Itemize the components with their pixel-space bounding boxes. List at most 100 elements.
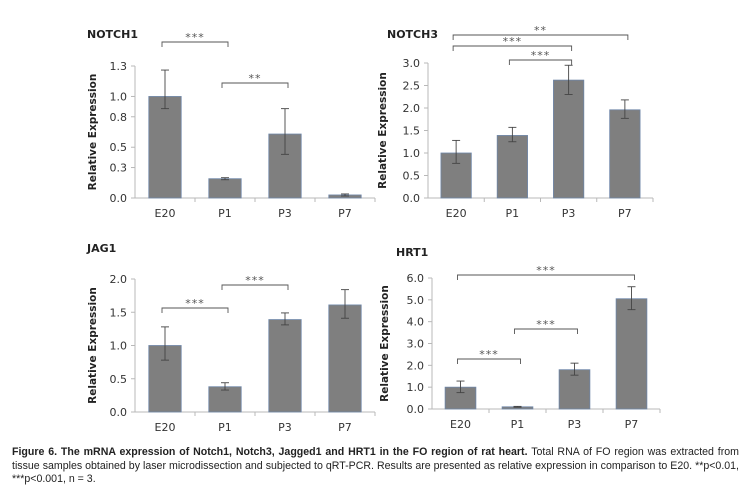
bar-p7 — [615, 298, 648, 410]
chart-title: HRT1 — [396, 246, 428, 259]
significance-bracket: *** — [161, 297, 229, 313]
bar-p3 — [553, 79, 585, 199]
error-bar-p7 — [620, 99, 629, 119]
bracket-line — [508, 59, 573, 65]
chart-panel-jag1: JAG1 Relative Expression 0.0 0.5 1.0 1.5 2.0 E2… — [86, 242, 376, 434]
bar-p1 — [208, 386, 242, 413]
y-tick-label: 3.0 — [403, 57, 421, 70]
y-tick-label: 1.0 — [407, 381, 425, 394]
error-bar-e20 — [161, 69, 169, 110]
bracket-line — [514, 328, 578, 334]
error-bar-p1 — [508, 126, 517, 143]
y-tick-label: 2.0 — [403, 102, 421, 115]
y-tick-label: 0.0 — [403, 192, 421, 205]
significance-bracket: *** — [457, 348, 521, 364]
figure-caption: Figure 6. The mRNA expression of Notch1,… — [12, 446, 739, 487]
bar-p1 — [208, 178, 242, 199]
y-tick-label: 0.0 — [407, 403, 425, 416]
error-bar-p1 — [513, 405, 522, 408]
caption-title: Figure 6. The mRNA expression of Notch1,… — [12, 446, 528, 458]
y-tick-label: 0.5 — [110, 373, 128, 386]
error-bar-p1 — [221, 382, 229, 391]
significance-bracket: *** — [161, 31, 229, 47]
significance-label: ** — [534, 24, 547, 37]
significance-label: *** — [536, 318, 556, 331]
y-tick-label: 0.0 — [110, 406, 128, 419]
significance-bracket: *** — [457, 264, 635, 280]
chart-panel-notch3: NOTCH3 Relative Expression 0.0 0.5 1.0 1.5 2.0… — [377, 24, 654, 220]
x-tick-label: P7 — [625, 418, 639, 431]
bar-e20 — [148, 96, 182, 199]
error-bar-p3 — [281, 312, 289, 326]
y-tick-label: 0.0 — [110, 192, 128, 205]
significance-label: *** — [245, 274, 265, 287]
significance-bracket: *** — [221, 274, 289, 290]
error-bar-e20 — [161, 326, 169, 361]
bar-p1 — [496, 135, 528, 199]
x-tick-label: P7 — [338, 207, 352, 220]
y-tick-label: 6.0 — [407, 272, 425, 285]
significance-label: *** — [185, 31, 205, 44]
x-tick-label: P3 — [278, 207, 292, 220]
x-tick-label: E20 — [446, 207, 467, 220]
error-bar-p3 — [281, 108, 289, 155]
figure: NOTCH1 Relative Expression 0.0 0.3 0.5 0.8 1.0… — [86, 24, 661, 434]
y-tick-label: 0.8 — [110, 111, 128, 124]
y-tick-label: 0.5 — [110, 141, 128, 154]
bracket-line — [221, 82, 289, 88]
bracket-line — [161, 41, 229, 47]
significance-bracket: *** — [452, 35, 573, 51]
error-bar-p7 — [341, 289, 349, 319]
x-tick-label: E20 — [155, 421, 176, 434]
bracket-line — [161, 307, 229, 313]
y-tick-label: 0.3 — [110, 162, 128, 175]
chart-title: NOTCH3 — [387, 28, 438, 41]
y-tick-label: 2.5 — [403, 80, 421, 93]
x-tick-label: E20 — [155, 207, 176, 220]
x-tick-label: P7 — [338, 421, 352, 434]
significance-label: *** — [531, 49, 551, 62]
y-tick-label: 0.5 — [403, 170, 421, 183]
error-bar-p3 — [564, 64, 573, 95]
error-bar-e20 — [456, 380, 465, 394]
x-tick-label: P3 — [278, 421, 292, 434]
x-tick-label: P3 — [568, 418, 582, 431]
significance-bracket: *** — [508, 49, 573, 65]
bar-p7 — [328, 304, 362, 413]
x-tick-label: P7 — [618, 207, 632, 220]
caption-text: Total RNA of FO region was extracted fro… — [12, 446, 739, 485]
x-tick-label: P1 — [506, 207, 520, 220]
bracket-line — [452, 34, 629, 40]
bracket-line — [457, 358, 521, 364]
y-tick-label: 1.3 — [110, 60, 128, 73]
chart-title: JAG1 — [86, 242, 116, 255]
significance-label: *** — [185, 297, 205, 310]
significance-bracket: ** — [221, 72, 289, 88]
y-tick-label: 1.5 — [403, 125, 421, 138]
x-tick-label: P1 — [511, 418, 525, 431]
bar-p3 — [268, 319, 302, 413]
bracket-line — [221, 284, 289, 290]
x-tick-label: P1 — [218, 421, 232, 434]
y-tick-label: 1.0 — [403, 147, 421, 160]
error-bar-p3 — [570, 362, 579, 376]
y-axis-label: Relative Expression — [87, 74, 99, 191]
bar-p7 — [609, 109, 641, 199]
significance-label: *** — [479, 348, 499, 361]
error-bar-p1 — [221, 177, 229, 181]
significance-label: *** — [503, 35, 523, 48]
significance-label: *** — [536, 264, 556, 277]
y-tick-label: 4.0 — [407, 316, 425, 329]
y-tick-label: 3.0 — [407, 338, 425, 351]
bracket-line — [457, 274, 635, 280]
y-tick-label: 2.0 — [407, 359, 425, 372]
error-bar-e20 — [452, 139, 461, 164]
y-axis-label: Relative Expression — [379, 285, 391, 402]
x-tick-label: E20 — [450, 418, 471, 431]
chart-panel-notch1: NOTCH1 Relative Expression 0.0 0.3 0.5 0.8 1.0… — [87, 28, 376, 220]
bracket-line — [452, 45, 573, 51]
x-tick-label: P1 — [218, 207, 232, 220]
y-tick-label: 5.0 — [407, 294, 425, 307]
y-tick-label: 1.0 — [110, 90, 128, 103]
chart-panel-hrt1: HRT1 Relative Expression 0.0 1.0 2.0 3.0 4.0 5.… — [379, 246, 661, 431]
